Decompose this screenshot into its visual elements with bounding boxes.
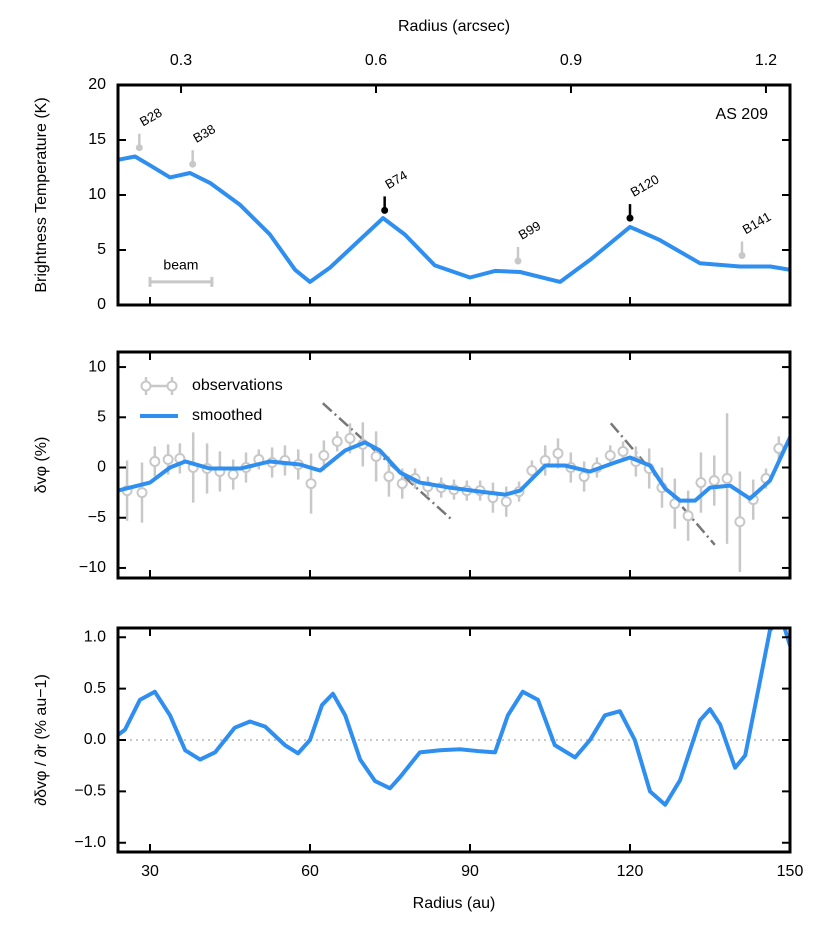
- observation: [526, 465, 538, 477]
- x-tick-label: 60: [301, 863, 319, 880]
- beam-label: beam: [163, 257, 198, 273]
- observation: [383, 471, 395, 483]
- annotation-marker: [738, 252, 746, 259]
- x2-tick-label: 0.3: [170, 52, 192, 69]
- frame: [116, 350, 792, 580]
- panel-label: AS 209: [716, 106, 769, 123]
- legend-marker: [166, 380, 178, 392]
- y-tick-label: 0.0: [84, 731, 106, 748]
- line: [118, 154, 790, 284]
- observation: [331, 435, 343, 447]
- y-axis-label: ∂δvφ / ∂r (% au−1): [33, 674, 50, 806]
- y-tick-label: 0.5: [84, 680, 106, 697]
- x-tick-label: 90: [461, 863, 479, 880]
- line: [118, 435, 790, 503]
- plot-area: [118, 154, 790, 284]
- line: [118, 628, 790, 807]
- y-tick-label: −1.0: [74, 834, 106, 851]
- plot-area: [118, 402, 790, 572]
- observation: [682, 510, 694, 522]
- x-tick-label: 150: [777, 863, 804, 880]
- annotation-label: B99: [516, 218, 544, 243]
- observation: [617, 445, 629, 457]
- observation: [721, 473, 733, 485]
- y-tick-label: 5: [97, 409, 106, 426]
- annotation-label: B141: [740, 209, 774, 237]
- plot-area: [118, 628, 790, 807]
- observation: [734, 516, 746, 528]
- y-tick-label: 0: [97, 459, 106, 476]
- y-tick-label: 20: [88, 76, 106, 93]
- x2-tick-label: 0.9: [560, 52, 582, 69]
- observation: [149, 455, 161, 467]
- y-tick-label: −5: [88, 509, 106, 526]
- observation: [578, 471, 590, 483]
- y-axis-label: δvφ (%): [33, 437, 50, 494]
- observation: [136, 487, 148, 499]
- annotation-marker: [514, 257, 522, 265]
- annotation-label: B120: [628, 171, 662, 199]
- y-tick-label: 1.0: [84, 628, 106, 645]
- x2-tick-label: 0.6: [365, 52, 387, 69]
- reference-line: [609, 422, 716, 546]
- annotation-label: B38: [190, 121, 218, 146]
- annotation-label: B28: [137, 105, 165, 130]
- annotation-marker: [135, 144, 143, 152]
- observation: [396, 478, 408, 490]
- x-axis-label: Radius (au): [413, 895, 496, 912]
- observation: [669, 498, 681, 510]
- observation: [695, 477, 707, 489]
- y-tick-label: −10: [79, 559, 106, 576]
- observation: [500, 496, 512, 508]
- observation: [318, 449, 330, 461]
- y-tick-label: 0: [97, 296, 106, 313]
- observation: [604, 449, 616, 461]
- x2-axis-label: Radius (arcsec): [398, 18, 510, 35]
- x2-tick-label: 1.2: [755, 52, 777, 69]
- y-tick-label: 10: [88, 358, 106, 375]
- observation: [227, 469, 239, 481]
- legend-marker: [140, 380, 152, 392]
- y-tick-label: 5: [97, 241, 106, 258]
- y-tick-label: 15: [88, 131, 106, 148]
- legend-label: observations: [192, 377, 283, 394]
- frame: [116, 83, 792, 307]
- x-tick-label: 120: [617, 863, 644, 880]
- annotation-label: B74: [382, 167, 410, 192]
- observation: [344, 432, 356, 444]
- legend-label: smoothed: [192, 407, 262, 424]
- observation: [708, 475, 720, 487]
- x-tick-label: 30: [141, 863, 159, 880]
- observation: [162, 453, 174, 465]
- observation: [552, 447, 564, 459]
- y-tick-label: −0.5: [74, 783, 106, 800]
- y-axis-label: Brightness Temperature (K): [33, 97, 50, 292]
- y-tick-label: 10: [88, 186, 106, 203]
- frame: [116, 626, 792, 854]
- annotation-marker: [626, 214, 634, 222]
- annotation-marker: [189, 160, 197, 168]
- annotation-marker: [381, 206, 389, 214]
- observation: [370, 450, 382, 462]
- reference-line: [321, 402, 453, 521]
- observation: [305, 478, 317, 490]
